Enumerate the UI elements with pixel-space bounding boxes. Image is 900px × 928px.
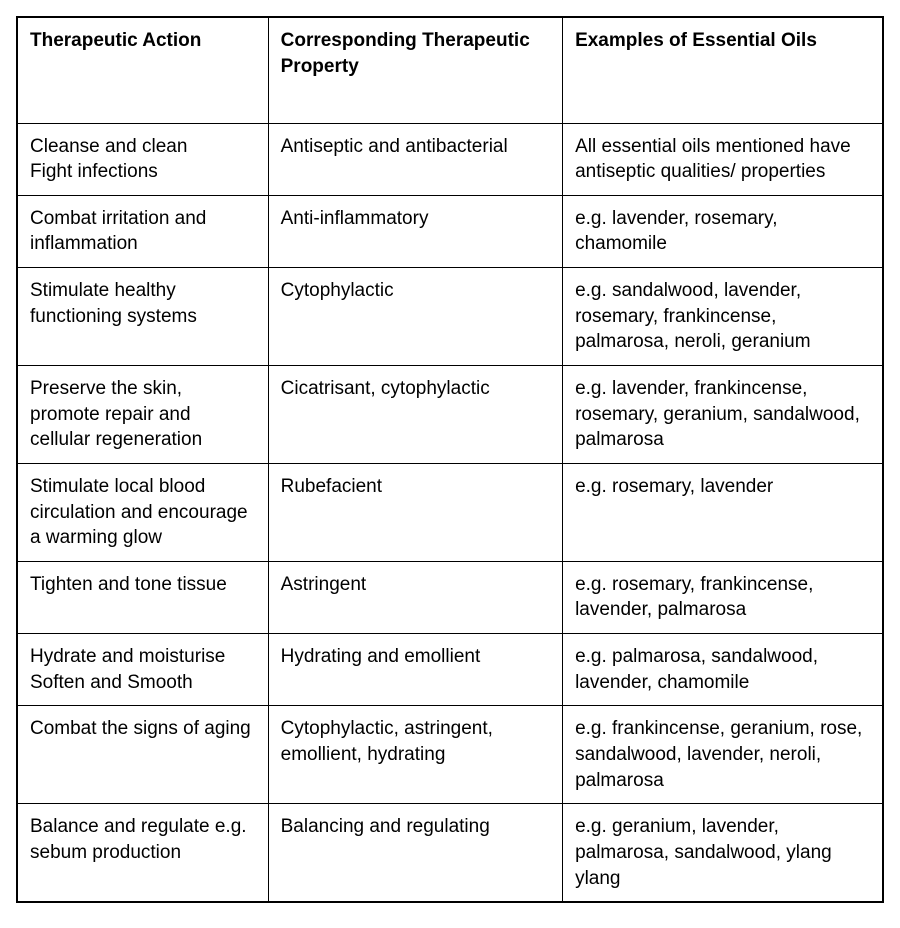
cell-action: Balance and regulate e.g. sebum producti… bbox=[17, 804, 268, 902]
table-row: Stimulate local blood circulation and en… bbox=[17, 463, 883, 561]
cell-examples: e.g. frankincense, geranium, rose, sanda… bbox=[563, 706, 883, 804]
cell-property: Cicatrisant, cytophylactic bbox=[268, 365, 562, 463]
cell-property: Cytophylactic bbox=[268, 268, 562, 366]
table-row: Stimulate healthy functioning systems Cy… bbox=[17, 268, 883, 366]
table-row: Tighten and tone tissue Astringent e.g. … bbox=[17, 561, 883, 633]
cell-action: Tighten and tone tissue bbox=[17, 561, 268, 633]
header-property: Corresponding Therapeutic Property bbox=[268, 17, 562, 123]
table-row: Combat the signs of aging Cytophylactic,… bbox=[17, 706, 883, 804]
cell-action: Stimulate local blood circulation and en… bbox=[17, 463, 268, 561]
cell-action: Stimulate healthy functioning systems bbox=[17, 268, 268, 366]
table-row: Preserve the skin, promote repair and ce… bbox=[17, 365, 883, 463]
table-body: Cleanse and clean Fight infections Antis… bbox=[17, 123, 883, 902]
table-header: Therapeutic Action Corresponding Therape… bbox=[17, 17, 883, 123]
cell-action: Combat the signs of aging bbox=[17, 706, 268, 804]
cell-action: Cleanse and clean Fight infections bbox=[17, 123, 268, 195]
cell-examples: e.g. sandalwood, lavender, rosemary, fra… bbox=[563, 268, 883, 366]
cell-examples: e.g. rosemary, lavender bbox=[563, 463, 883, 561]
cell-property: Hydrating and emollient bbox=[268, 634, 562, 706]
header-action: Therapeutic Action bbox=[17, 17, 268, 123]
table-row: Balance and regulate e.g. sebum producti… bbox=[17, 804, 883, 902]
header-examples: Examples of Essential Oils bbox=[563, 17, 883, 123]
cell-property: Cytophylactic, astringent, emollient, hy… bbox=[268, 706, 562, 804]
cell-examples: e.g. geranium, lavender, palmarosa, sand… bbox=[563, 804, 883, 902]
table-row: Hydrate and moisturise Soften and Smooth… bbox=[17, 634, 883, 706]
cell-examples: e.g. lavender, frankincense, rosemary, g… bbox=[563, 365, 883, 463]
cell-examples: e.g. rosemary, frankincense, lavender, p… bbox=[563, 561, 883, 633]
table-header-row: Therapeutic Action Corresponding Therape… bbox=[17, 17, 883, 123]
cell-examples: e.g. lavender, rosemary, chamomile bbox=[563, 195, 883, 267]
cell-property: Balancing and regulating bbox=[268, 804, 562, 902]
therapeutic-table: Therapeutic Action Corresponding Therape… bbox=[16, 16, 884, 903]
table-row: Cleanse and clean Fight infections Antis… bbox=[17, 123, 883, 195]
cell-property: Anti-inflammatory bbox=[268, 195, 562, 267]
table-row: Combat irritation and inflammation Anti-… bbox=[17, 195, 883, 267]
cell-property: Astringent bbox=[268, 561, 562, 633]
cell-examples: All essential oils mentioned have antise… bbox=[563, 123, 883, 195]
cell-action: Hydrate and moisturise Soften and Smooth bbox=[17, 634, 268, 706]
cell-examples: e.g. palmarosa, sandalwood, lavender, ch… bbox=[563, 634, 883, 706]
cell-action: Preserve the skin, promote repair and ce… bbox=[17, 365, 268, 463]
cell-property: Antiseptic and antibacterial bbox=[268, 123, 562, 195]
cell-action: Combat irritation and inflammation bbox=[17, 195, 268, 267]
cell-property: Rubefacient bbox=[268, 463, 562, 561]
